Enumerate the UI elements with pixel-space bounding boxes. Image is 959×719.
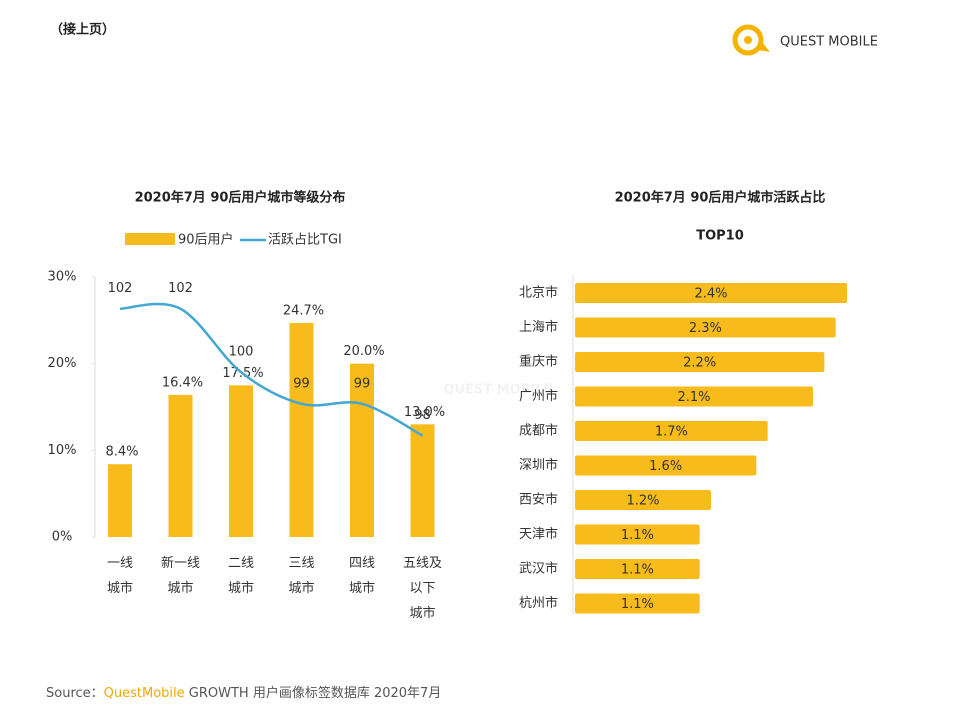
- value-label: 1.1%: [621, 597, 654, 612]
- y-tick-label: 30%: [48, 270, 77, 285]
- logo-tail: [758, 42, 770, 52]
- bar: [575, 593, 700, 614]
- source: Source：QuestMobile GROWTH 用户画像标签数据库 2020…: [46, 682, 441, 701]
- x-tick-label: 一线城市: [107, 556, 133, 596]
- value-label: 1.1%: [621, 563, 654, 578]
- value-label: 2.4%: [694, 287, 727, 302]
- legend-label: 90后用户: [178, 232, 234, 248]
- page-note: （接上页）: [50, 22, 115, 38]
- bar: [410, 424, 435, 537]
- source-label: Source：: [46, 686, 104, 701]
- logo-ring: [732, 24, 764, 56]
- y-tick-label: 西安市: [519, 492, 558, 508]
- bar: [575, 559, 700, 579]
- y-tick-label: 20%: [48, 356, 77, 371]
- y-tick-label: 0%: [52, 530, 73, 545]
- value-label: 20.0%: [343, 344, 384, 359]
- value-label: 1.2%: [626, 494, 659, 509]
- bar: [575, 386, 813, 407]
- value-label: 1.6%: [649, 459, 682, 474]
- y-tick-label: 广州市: [519, 388, 558, 404]
- watermark: QUEST MOBILE: [443, 383, 552, 398]
- bar: [168, 394, 193, 537]
- chart-title: 2020年7月 90后用户城市等级分布: [135, 190, 346, 206]
- value-label: 1.1%: [621, 528, 654, 543]
- bar: [108, 464, 132, 537]
- bar: [575, 283, 847, 303]
- y-tick-label: 北京市: [519, 285, 558, 301]
- bar: [575, 455, 757, 476]
- y-tick-label: 上海市: [519, 319, 558, 335]
- bar: [575, 421, 768, 441]
- logo-text: QUEST MOBILE: [780, 35, 878, 50]
- x-tick-label: 四线城市: [349, 556, 375, 596]
- x-tick-label: 三线城市: [288, 556, 314, 596]
- value-label: 2.3%: [689, 321, 722, 336]
- source-brand: QuestMobile: [103, 686, 185, 701]
- value-label: 2.2%: [683, 356, 716, 371]
- y-tick-label: 天津市: [519, 526, 558, 542]
- bar: [575, 524, 700, 545]
- legend-label: 活跃占比TGI: [268, 233, 342, 248]
- bar: [350, 363, 374, 537]
- y-tick-label: 武汉市: [519, 561, 558, 577]
- logo-dot: [744, 36, 752, 44]
- x-tick-label: 二线城市: [228, 556, 254, 596]
- value-label: 13.0%: [404, 405, 445, 420]
- bar: [229, 385, 253, 537]
- y-tick-label: 成都市: [519, 423, 558, 439]
- logo-icon: [732, 24, 770, 56]
- x-tick-label: 五线及以下城市: [403, 556, 442, 621]
- line-value-label: 99: [293, 376, 310, 391]
- line: [119, 302, 424, 437]
- y-tick-label: 10%: [48, 443, 77, 458]
- chart-subtitle: TOP10: [696, 229, 744, 244]
- value-label: 8.4%: [105, 445, 138, 460]
- line-value-label: 100: [229, 345, 254, 360]
- value-label: 1.7%: [655, 425, 688, 440]
- y-tick-label: 重庆市: [519, 354, 558, 370]
- value-label: 2.1%: [677, 390, 710, 405]
- bar: [575, 352, 825, 372]
- source-text: GROWTH 用户画像标签数据库 2020年7月: [188, 686, 442, 701]
- legend-swatch: [125, 233, 175, 245]
- bar: [575, 317, 836, 338]
- line-value-label: 98: [414, 408, 431, 423]
- line-value-label: 102: [108, 281, 133, 296]
- y-tick-label: 杭州市: [519, 595, 558, 611]
- bar: [575, 490, 711, 510]
- y-tick-label: 深圳市: [519, 457, 558, 473]
- value-label: 24.7%: [283, 303, 324, 318]
- line-value-label: 99: [354, 376, 371, 391]
- bar: [289, 322, 314, 537]
- chart-title: 2020年7月 90后用户城市活跃占比: [615, 190, 826, 206]
- x-tick-label: 新一线城市: [161, 555, 200, 596]
- line-value-label: 102: [168, 281, 193, 296]
- value-label: 16.4%: [162, 375, 203, 390]
